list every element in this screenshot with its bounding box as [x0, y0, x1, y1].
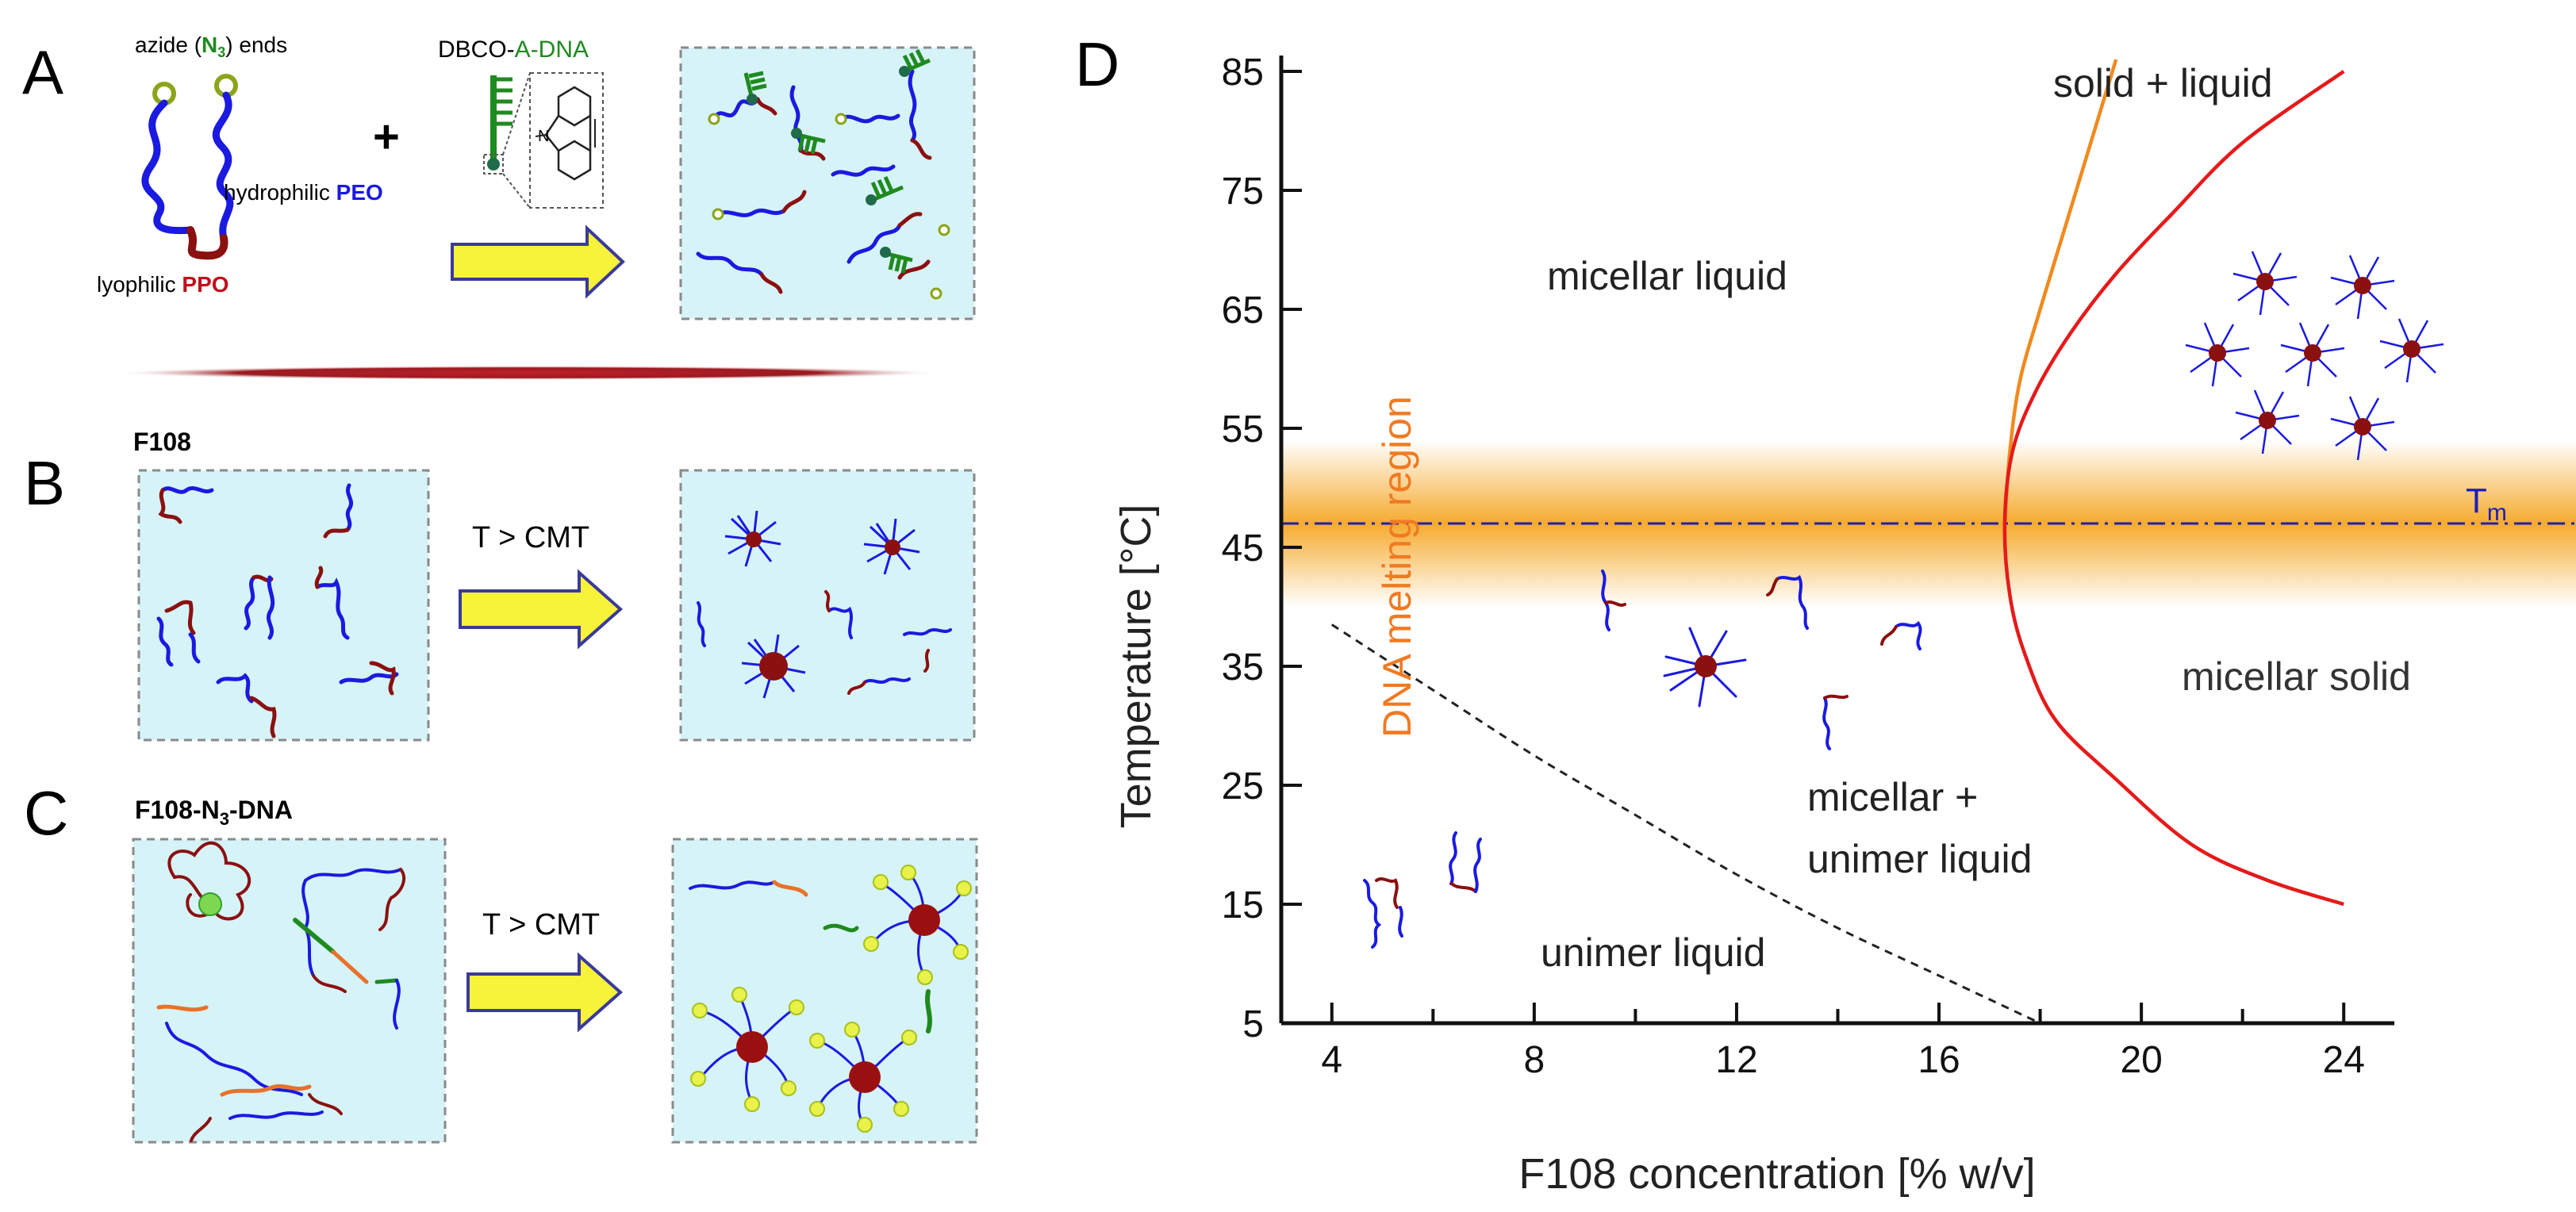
dbco-label: DBCO-A-DNA: [438, 36, 589, 63]
panel-c: C F108-N3-DNA T > C: [24, 778, 978, 1144]
f108-dna-title-main: F108-N: [135, 796, 220, 824]
hydrophilic-label-prefix: hydrophilic: [224, 180, 336, 205]
region-unimer-liquid: unimer liquid: [1541, 930, 1765, 975]
y-tick-label: 65: [1222, 290, 1264, 332]
ppo-block: [186, 226, 228, 260]
lyophilic-label-suffix: PPO: [182, 272, 228, 297]
y-tick-label: 25: [1222, 765, 1264, 807]
f108-polymer: [141, 74, 238, 260]
azide-label-n: N: [202, 33, 217, 57]
micelle-c3: [816, 1028, 911, 1126]
micelle-unimer-illustration: [1601, 570, 1922, 750]
panel-label-c: C: [24, 778, 68, 848]
azide-label: azide (N3) ends: [135, 33, 287, 60]
y-tick-label: 55: [1222, 408, 1264, 451]
micelle-b1: [724, 510, 781, 567]
conjugates-c: [156, 841, 406, 1142]
f108-dna-title-tail: -DNA: [229, 796, 293, 824]
phase-diagram: Tm micellar liquid solid + liquid micell…: [1112, 52, 2576, 1198]
reaction-arrow-a: [451, 224, 625, 299]
transition-arrow-b: [459, 569, 624, 650]
f108-dna-title-sub: 3: [220, 809, 229, 829]
plus-sign: +: [373, 111, 400, 163]
product-nodes: [708, 66, 950, 300]
azide-label-sub: 3: [217, 44, 225, 60]
dbco-structure: N: [529, 72, 604, 209]
tm-label: Tm: [2466, 481, 2507, 526]
dbco-node: [487, 158, 500, 171]
x-tick-label: 4: [1321, 1039, 1342, 1081]
axes: 4 8 12 16 20 24 5 15 25 35 45 55 65 75 85: [1222, 52, 2394, 1081]
cmt-label-b: T > CMT: [472, 521, 589, 554]
panel-label-b: B: [24, 448, 65, 518]
dbco-dna-strand: [483, 72, 531, 209]
unimer-chains-b: [156, 483, 399, 738]
micelle-c1: [870, 871, 966, 977]
azide-label-post: ) ends: [225, 33, 287, 57]
x-tick-label: 20: [2120, 1039, 2162, 1081]
tm-label-sub: m: [2487, 500, 2507, 526]
y-axis-label: Temperature [°C]: [1112, 504, 1160, 829]
micelles-c: [698, 871, 966, 1126]
unimer-illustration: [1363, 831, 1482, 949]
dbco-highlight-box: [483, 154, 504, 175]
panel-label-a: A: [22, 37, 63, 107]
dbco-label-prefix: DBCO-: [438, 36, 515, 63]
peo-chain-right: [213, 91, 234, 242]
series-liquid-boundary: [2002, 59, 2118, 524]
region-solid-liquid: solid + liquid: [2053, 61, 2273, 105]
micelles-b: [724, 510, 920, 699]
micelle-b2: [863, 518, 920, 575]
free-unimers-b: [697, 590, 952, 695]
series-solid-boundary: [2002, 70, 2345, 907]
dbco-nitrogen: N: [538, 128, 549, 145]
free-conjugates-c: [689, 880, 932, 1034]
azide-label-pre: azide (: [135, 33, 202, 57]
y-tick-label: 45: [1222, 527, 1264, 570]
y-tick-label: 85: [1222, 52, 1264, 94]
panel-label-d: D: [1075, 29, 1119, 99]
boundary-curves: [1330, 59, 2345, 1025]
micelle-lattice-illustration: [2185, 251, 2444, 461]
dna-ends-c: [690, 865, 972, 1133]
panel-b: B F108 T > CMT: [24, 428, 976, 742]
region-micellar-unimer-line1: micellar +: [1807, 775, 1978, 819]
region-dna-melting: DNA melting region: [1375, 396, 1419, 738]
lyophilic-label: lyophilic PPO: [97, 272, 229, 297]
x-tick-label: 8: [1524, 1039, 1545, 1081]
series-cmt: [1330, 623, 2041, 1025]
micelle-b3: [741, 634, 806, 699]
x-axis-label: F108 concentration [% w/v]: [1518, 1150, 2035, 1198]
cmt-label-c: T > CMT: [482, 908, 600, 942]
hydrophilic-label: hydrophilic PEO: [224, 180, 383, 205]
f108-title: F108: [133, 428, 191, 456]
region-micellar-solid: micellar solid: [2182, 654, 2411, 699]
dbco-label-suffix: A-DNA: [515, 36, 589, 63]
hydrophilic-label-suffix: PEO: [336, 180, 383, 205]
lyophilic-label-prefix: lyophilic: [97, 272, 182, 297]
product-box-a: [679, 46, 976, 320]
x-tick-label: 12: [1715, 1039, 1757, 1081]
y-tick-label: 35: [1222, 646, 1264, 688]
unimer-box-b: [137, 469, 430, 742]
region-micellar-liquid: micellar liquid: [1547, 254, 1787, 298]
f108-dna-title: F108-N3-DNA: [135, 796, 293, 829]
panel-a: A azide (N3) ends hydrophilic PEO lyophi…: [22, 33, 976, 320]
y-tick-label: 5: [1242, 1003, 1264, 1045]
folded-conjugate-c1: [167, 841, 251, 921]
x-tick-label: 16: [1918, 1039, 1960, 1081]
micelle-box-c: [671, 838, 978, 1144]
section-divider: [111, 366, 944, 380]
y-tick-label: 15: [1222, 884, 1264, 926]
transition-arrow-c: [466, 952, 624, 1033]
y-tick-label: 75: [1222, 171, 1264, 213]
region-micellar-unimer-line2: unimer liquid: [1807, 837, 2032, 881]
x-tick-label: 24: [2323, 1039, 2365, 1081]
panel-d: D: [1075, 29, 2576, 1198]
peo-chain-left: [141, 99, 194, 235]
micelle-c2: [698, 993, 798, 1104]
tm-label-main: T: [2466, 481, 2487, 520]
